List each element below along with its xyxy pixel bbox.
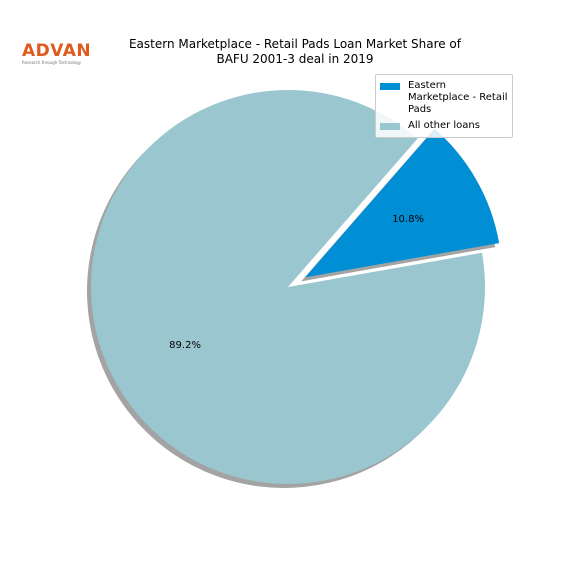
- legend-entry: Eastern Marketplace - Retail Pads: [376, 78, 512, 118]
- wedge: [91, 90, 485, 485]
- legend-label: All other loans: [408, 120, 480, 131]
- value-label: 89.2%: [169, 340, 201, 351]
- legend: Eastern Marketplace - Retail Pads All oth…: [375, 74, 513, 138]
- legend-swatch: [380, 83, 400, 90]
- legend-label: Eastern Marketplace - Retail Pads: [408, 80, 508, 115]
- legend-entry: All other loans: [376, 118, 512, 134]
- value-label: 10.8%: [392, 214, 424, 225]
- logo-tagline: Research through Technology: [22, 60, 82, 65]
- wedge: [305, 128, 500, 278]
- logo: ADVAN Research through Technology: [22, 42, 91, 65]
- chart-title: Eastern Marketplace - Retail Pads Loan M…: [128, 37, 462, 66]
- logo-name: ADVAN: [22, 41, 92, 61]
- legend-swatch: [380, 123, 400, 130]
